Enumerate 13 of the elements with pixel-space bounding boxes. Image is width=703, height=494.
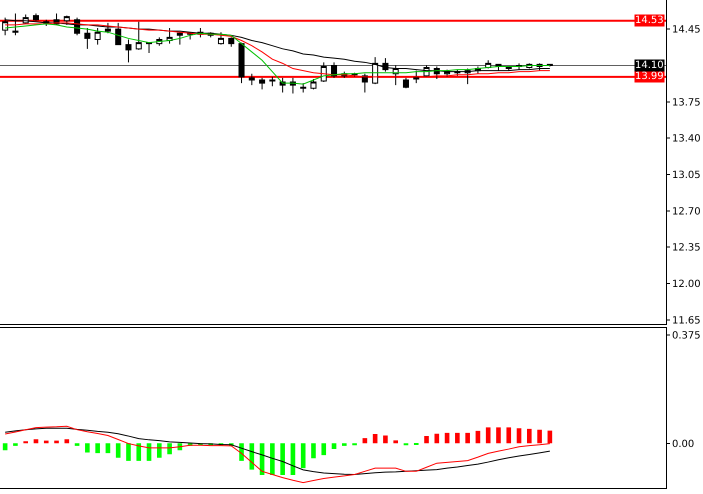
y-tick-label: 14.45 — [672, 24, 701, 36]
y-tick-label: 13.75 — [672, 97, 701, 108]
ref-line-label: 14.53 — [635, 15, 664, 26]
y-tick-label: 12.35 — [672, 242, 701, 254]
y-tick-label: 12.70 — [672, 206, 701, 218]
y-tick-label: 11.65 — [672, 315, 701, 326]
y-tick-label: 0.00 — [672, 438, 694, 450]
y-tick-label: 13.40 — [672, 134, 701, 145]
y-tick-label: 12.00 — [672, 279, 701, 290]
ref-line-label: 14.10 — [635, 60, 664, 71]
y-tick-label: 13.05 — [672, 170, 701, 181]
y-tick-label: 0.375 — [672, 330, 701, 342]
ref-line-label: 13.99 — [635, 71, 664, 82]
